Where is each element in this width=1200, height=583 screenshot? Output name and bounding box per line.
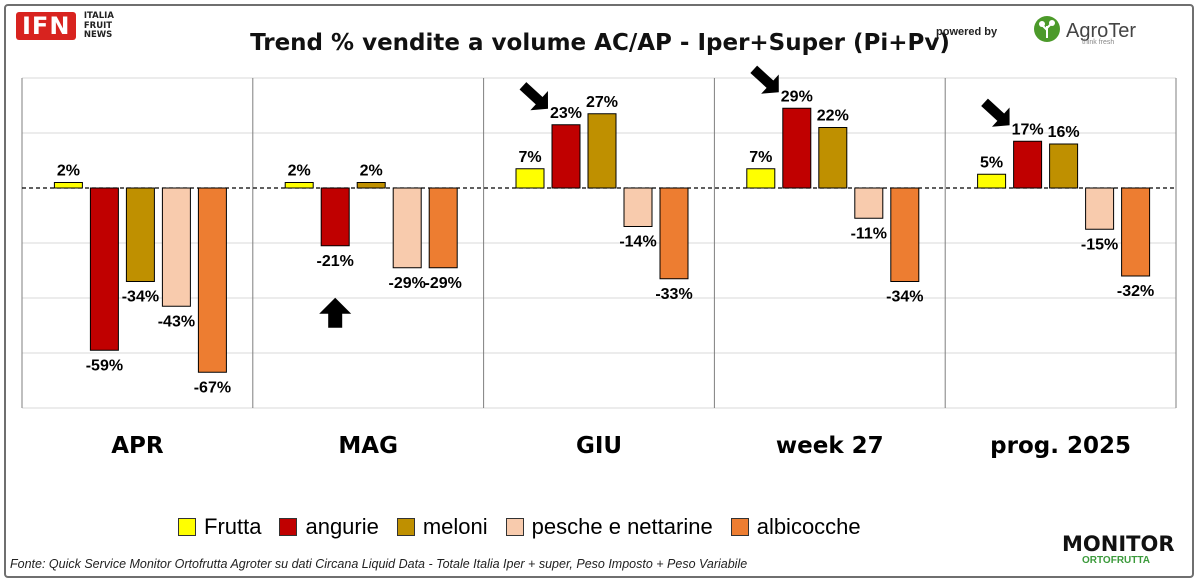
bar	[197, 187, 227, 373]
data-label: 22%	[817, 108, 849, 125]
agroter-name: AgroTer	[1066, 20, 1137, 42]
legend-item: pesche e nettarine	[505, 514, 713, 540]
data-label: -29%	[425, 275, 462, 292]
ifn-logo-line1: ITALIA	[83, 11, 114, 21]
monitor-logo-bottom: ORTOFRUTTA	[1082, 555, 1150, 566]
legend-swatch	[730, 518, 749, 536]
chart-legend: Frutta angurie meloni pesche e nettarine alb…	[178, 514, 879, 540]
arrow-down-right-icon	[981, 98, 1010, 127]
data-label: -14%	[619, 234, 656, 251]
ifn-logo: IFN ITALIA FRUIT NEWS	[16, 11, 114, 41]
bar	[854, 187, 884, 219]
data-label: 2%	[288, 163, 311, 180]
bar	[53, 182, 83, 189]
legend-label: albicocche	[756, 514, 861, 539]
legend-label: pesche e nettarine	[531, 514, 713, 539]
bar	[515, 168, 545, 189]
bar	[659, 187, 689, 280]
bar	[392, 187, 422, 269]
legend-item: meloni	[396, 514, 488, 540]
bar	[623, 187, 653, 227]
category-label: week 27	[776, 433, 884, 459]
ifn-logo-words: ITALIA FRUIT NEWS	[83, 11, 114, 41]
bar	[125, 187, 155, 282]
bar	[977, 173, 1007, 189]
data-label: -34%	[122, 289, 159, 306]
bar	[1121, 187, 1151, 277]
data-label: -32%	[1117, 283, 1154, 300]
legend-swatch	[279, 518, 298, 536]
legend-label: Frutta	[204, 514, 262, 539]
bar	[551, 124, 581, 189]
legend-label: meloni	[422, 514, 488, 539]
category-label: APR	[111, 433, 164, 459]
data-label: -43%	[158, 313, 195, 330]
data-label: -67%	[194, 379, 231, 396]
legend-item: angurie	[279, 514, 379, 540]
data-label: 27%	[586, 94, 618, 111]
data-label: -33%	[655, 286, 692, 303]
data-label: 7%	[518, 149, 541, 166]
chart-frame	[4, 4, 1194, 578]
powered-by-label: powered by	[936, 26, 998, 38]
bar	[746, 168, 776, 189]
bar	[161, 187, 191, 307]
bar	[356, 182, 386, 189]
category-label: MAG	[338, 433, 398, 459]
data-label: 7%	[749, 149, 772, 166]
category-label: prog. 2025	[990, 433, 1131, 459]
data-label: -59%	[86, 357, 123, 374]
ifn-logo-line2: FRUIT	[83, 20, 113, 31]
data-label: -29%	[389, 275, 426, 292]
data-label: 2%	[57, 163, 80, 180]
bar	[782, 107, 812, 189]
legend-swatch	[178, 518, 196, 536]
bar	[89, 187, 119, 351]
legend-label: angurie	[305, 514, 379, 539]
arrow-up-icon	[319, 297, 352, 328]
category-label: GIU	[576, 433, 622, 459]
legend-swatch	[505, 518, 524, 536]
data-label: 5%	[980, 154, 1003, 171]
source-note: Fonte: Quick Service Monitor Ortofrutta …	[10, 557, 748, 571]
data-label: 23%	[550, 105, 582, 122]
monitor-logo-top: MONITOR	[1062, 532, 1175, 556]
data-label: -15%	[1081, 236, 1118, 253]
data-label: 29%	[781, 88, 813, 105]
agroter-tagline: think fresh	[1082, 39, 1115, 46]
data-label: 16%	[1048, 124, 1080, 141]
bar	[818, 127, 848, 189]
legend-item: Frutta	[178, 514, 261, 540]
bar	[1085, 187, 1115, 230]
chart-title: Trend % vendite a volume AC/AP - Iper+Su…	[250, 30, 950, 56]
bar	[890, 187, 920, 282]
data-label: -34%	[886, 289, 923, 306]
bar	[1049, 143, 1079, 189]
legend-swatch	[396, 518, 415, 536]
legend-item: albicocche	[730, 514, 861, 540]
monitor-ortofrutta-logo: MONITOR ORTOFRUTTA	[1062, 533, 1175, 566]
arrow-down-right-icon	[519, 82, 548, 111]
ifn-logo-line3: NEWS	[83, 30, 113, 40]
data-label: 2%	[360, 163, 383, 180]
bar	[428, 187, 458, 269]
bar	[1013, 140, 1043, 189]
data-label: 17%	[1012, 121, 1044, 138]
arrow-down-right-icon	[750, 65, 779, 94]
agroter-leaf-icon	[1034, 16, 1060, 42]
bar	[587, 113, 617, 189]
data-label: -21%	[317, 253, 354, 270]
ifn-logo-mark: IFN	[16, 12, 77, 40]
bar	[320, 187, 350, 247]
bar	[284, 182, 314, 189]
data-label: -11%	[851, 225, 887, 242]
